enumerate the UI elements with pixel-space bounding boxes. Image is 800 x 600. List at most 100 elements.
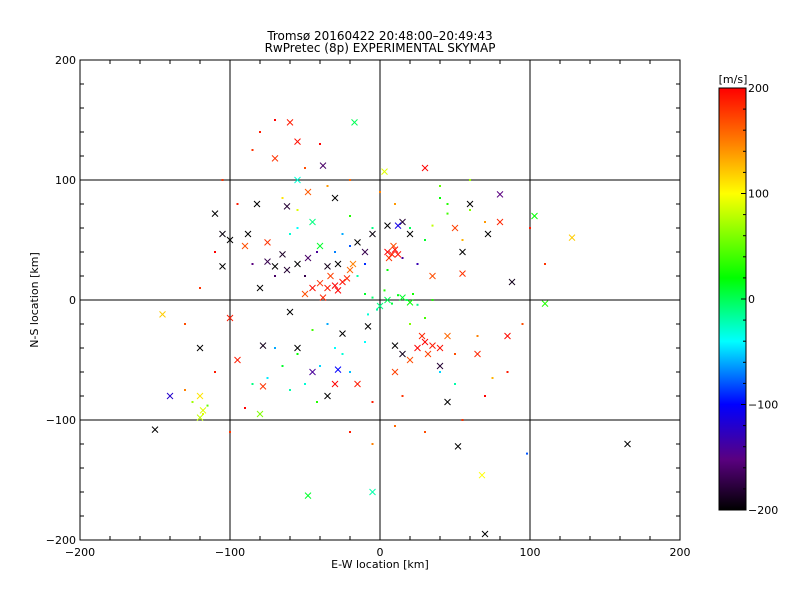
data-point-dot xyxy=(319,365,321,367)
data-point-dot xyxy=(274,275,276,277)
data-point-cross xyxy=(166,392,174,400)
data-point-cross xyxy=(334,260,342,268)
data-point-dot xyxy=(296,353,299,355)
data-point-dot xyxy=(397,294,399,297)
data-point-cross xyxy=(354,239,361,246)
data-point-dot xyxy=(439,371,441,373)
data-point-cross xyxy=(324,392,331,400)
data-point-dot xyxy=(386,269,389,271)
data-point-cross xyxy=(241,242,249,250)
data-point-cross xyxy=(406,356,414,364)
data-point-cross xyxy=(394,251,402,258)
data-point-cross xyxy=(196,392,204,400)
data-point-cross xyxy=(331,380,339,388)
data-point-dot xyxy=(364,263,366,265)
data-point-cross xyxy=(391,368,399,376)
data-point-dot xyxy=(296,209,299,211)
data-point-cross xyxy=(436,344,444,352)
data-point-cross xyxy=(319,294,327,301)
data-point-dot xyxy=(416,303,419,306)
colorbar-tick-label: 0 xyxy=(748,293,755,306)
data-point-dot xyxy=(412,293,414,295)
data-point-dot xyxy=(349,431,351,433)
y-tick-label: −100 xyxy=(46,414,76,427)
data-point-cross xyxy=(304,188,312,196)
data-point-cross xyxy=(424,350,432,358)
data-point-dot xyxy=(259,131,261,133)
data-point-cross xyxy=(418,332,426,340)
data-point-dot xyxy=(371,296,374,299)
data-point-cross xyxy=(496,218,504,226)
data-point-cross xyxy=(454,443,462,450)
data-point-cross xyxy=(436,362,444,370)
data-point-dot xyxy=(251,149,254,151)
data-point-dot xyxy=(349,245,351,247)
data-point-dot xyxy=(544,263,546,265)
data-point-dot xyxy=(521,323,524,325)
data-point-cross xyxy=(219,230,226,238)
data-point-dot xyxy=(304,383,306,385)
data-point-dot xyxy=(446,212,449,215)
data-point-cross xyxy=(339,330,346,337)
data-point-dot xyxy=(379,191,381,193)
data-point-dot xyxy=(424,239,426,241)
colorbar-ticks: −200 −100 0 100 200 xyxy=(741,82,778,517)
data-point-cross xyxy=(309,368,316,376)
data-point-cross xyxy=(399,294,406,301)
data-point-cross xyxy=(319,162,327,169)
colorbar-tick-label: 200 xyxy=(748,82,769,95)
data-point-cross xyxy=(151,426,159,433)
data-point-dot xyxy=(184,389,186,391)
data-point-dot xyxy=(326,323,329,325)
data-point-dot xyxy=(281,197,284,199)
data-point-dot xyxy=(446,203,449,205)
data-point-cross xyxy=(508,278,516,286)
data-point-cross xyxy=(474,350,481,358)
data-point-cross xyxy=(304,254,312,262)
data-point-dot xyxy=(304,275,306,277)
data-point-dot xyxy=(469,209,471,211)
data-point-cross xyxy=(271,263,279,270)
data-point-dot xyxy=(319,143,321,145)
data-point-dot xyxy=(376,308,378,311)
data-point-dot xyxy=(356,275,359,277)
data-point-cross xyxy=(279,251,286,258)
data-point-dot xyxy=(439,197,441,199)
y-axis-label: N-S location [km] xyxy=(28,252,41,348)
data-point-cross xyxy=(346,266,354,274)
data-point-dot xyxy=(349,215,351,217)
data-point-cross xyxy=(316,279,324,287)
data-point-dot xyxy=(316,401,318,403)
data-point-cross xyxy=(211,210,219,217)
data-point-dot xyxy=(236,203,239,205)
data-point-dot xyxy=(491,377,494,379)
data-point-cross xyxy=(264,239,271,246)
data-point-cross xyxy=(624,440,631,448)
data-point-cross xyxy=(481,530,489,538)
data-point-cross xyxy=(253,200,261,208)
data-point-cross xyxy=(301,290,309,298)
data-point-cross xyxy=(384,248,391,256)
data-point-dot xyxy=(529,227,531,229)
data-point-dot xyxy=(266,377,269,379)
data-point-dot xyxy=(439,185,441,187)
data-point-cross xyxy=(309,284,316,292)
y-tick-label: −200 xyxy=(46,534,76,547)
data-point-dot xyxy=(326,185,329,187)
data-point-dot xyxy=(431,299,434,301)
data-point-cross xyxy=(331,194,339,202)
data-point-cross xyxy=(316,242,324,250)
data-point-dot xyxy=(461,239,464,241)
data-point-dot xyxy=(311,329,314,331)
data-point-dot xyxy=(229,431,231,433)
data-point-dot xyxy=(371,443,374,445)
x-tick-label: −100 xyxy=(215,546,245,559)
data-point-dot xyxy=(383,289,386,292)
data-point-cross xyxy=(286,119,294,126)
data-point-cross xyxy=(391,246,399,253)
data-point-cross xyxy=(343,275,351,282)
data-point-cross xyxy=(391,342,399,349)
data-point-cross xyxy=(294,176,301,184)
data-point-cross xyxy=(327,272,334,280)
